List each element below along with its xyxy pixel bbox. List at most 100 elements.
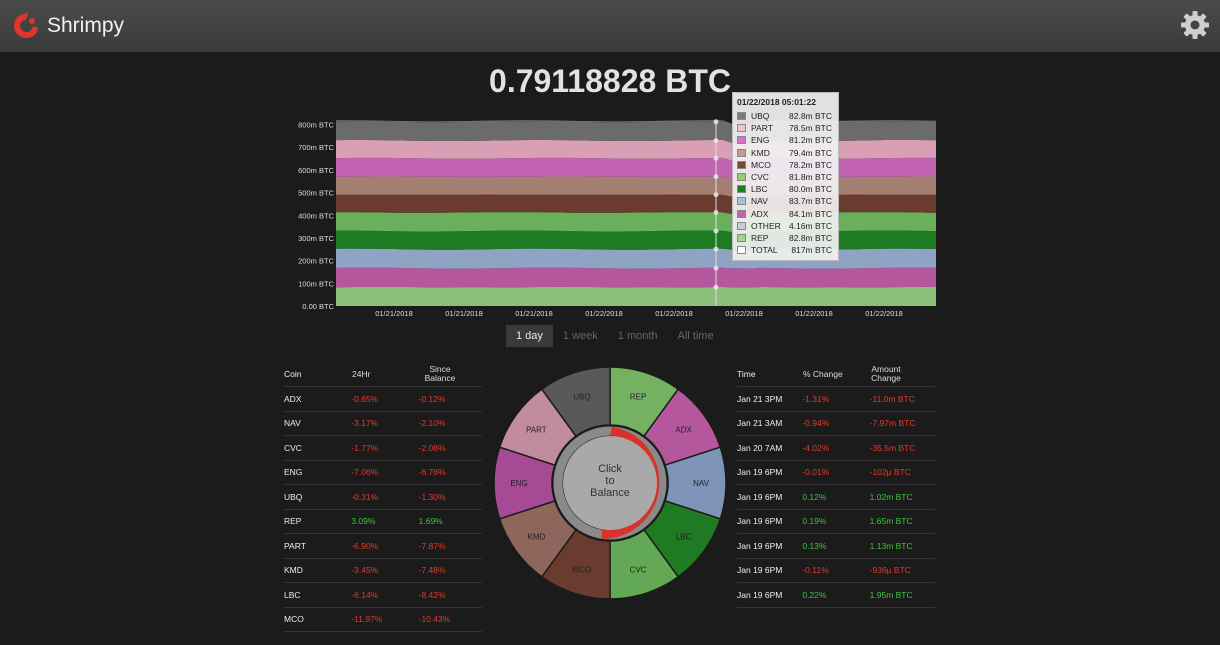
history-row[interactable]: Jan 19 6PM 0.19% 1.65m BTC — [737, 510, 935, 534]
coin-24hr-change: -3.17% — [351, 418, 379, 429]
history-row[interactable]: Jan 19 6PM 0.22% 1.95m BTC — [737, 583, 935, 608]
coin-row[interactable]: PART -6.90% -7.87% — [284, 534, 482, 559]
coin-row[interactable]: KMD -3.45% -7.48% — [284, 559, 482, 583]
hover-point — [713, 265, 719, 271]
coin-row[interactable]: UBQ -0.31% -1.30% — [284, 485, 482, 510]
history-row[interactable]: Jan 19 6PM 0.12% 1.02m BTC — [737, 485, 935, 510]
history-row[interactable]: Jan 21 3PM -1.31% -11.0m BTC — [737, 387, 935, 412]
tooltip-row: ADX 84.1m BTC — [733, 208, 838, 220]
history-amount-change: -7.97m BTC — [869, 418, 916, 429]
coin-row[interactable]: ADX -0.65% -0.12% — [284, 387, 482, 412]
header-time: Time — [737, 369, 756, 379]
area-series-nav[interactable] — [336, 248, 936, 269]
coin-since-balance-change: 1.69% — [418, 516, 443, 527]
chart-tooltip: 01/22/2018 05:01:22 UBQ 82.8m BTC PART 78.5… — [732, 92, 839, 261]
tab-1-month[interactable]: 1 month — [617, 330, 658, 342]
legend-swatch — [737, 197, 746, 206]
area-series-mco[interactable] — [336, 194, 936, 215]
history-row[interactable]: Jan 19 6PM 0.13% 1.13m BTC — [737, 534, 935, 559]
coin-symbol: CVC — [284, 442, 302, 453]
legend-swatch — [737, 209, 746, 218]
rebalance-button[interactable] — [563, 436, 657, 530]
donut-slice-label: PART — [526, 426, 547, 435]
history-row[interactable]: Jan 20 7AM -4.02% -35.5m BTC — [737, 436, 935, 461]
history-pct-change: 0.19% — [802, 516, 827, 527]
area-series-cvc[interactable] — [336, 212, 936, 233]
y-tick-label: 600m BTC — [298, 166, 334, 175]
coin-row[interactable]: ENG -7.06% -6.76% — [284, 461, 482, 485]
coin-row[interactable]: LBC -6.14% -8.42% — [284, 583, 482, 608]
area-series-eng[interactable] — [336, 157, 936, 179]
tooltip-series-value: 82.8m BTC — [789, 111, 832, 122]
hover-point — [713, 119, 719, 125]
app-title[interactable]: Shrimpy — [47, 14, 125, 37]
portfolio-area-chart[interactable]: 0.00 BTC 100m BTC 200m BTC 300m BTC 400m BTC… — [280, 108, 940, 323]
tab-all-time[interactable]: All time — [677, 330, 714, 342]
tooltip-series-name: ENG — [751, 135, 770, 146]
area-series-part[interactable] — [336, 139, 936, 161]
donut-slice-label: CVC — [630, 566, 647, 575]
coin-24hr-change: -0.31% — [351, 491, 379, 502]
tooltip-row: MCO 78.2m BTC — [733, 159, 838, 171]
history-pct-change: -1.31% — [802, 393, 830, 404]
history-pct-change: 0.13% — [802, 540, 827, 551]
tooltip-row: ENG 81.2m BTC — [733, 134, 838, 146]
header-24hr: 24Hr — [352, 369, 371, 379]
x-tick-label: 01/21/2018 — [375, 309, 413, 318]
tooltip-series-name: CVC — [751, 172, 769, 183]
coin-row[interactable]: REP 3.09% 1.69% — [284, 510, 482, 534]
history-amount-change: -936µ BTC — [869, 565, 911, 576]
coin-24hr-change: -1.77% — [351, 442, 379, 453]
tooltip-row: LBC 80.0m BTC — [733, 183, 838, 195]
donut-slice-label: MCO — [573, 566, 592, 575]
tooltip-series-name: NAV — [751, 196, 768, 207]
history-row[interactable]: Jan 19 6PM -0.01% -102µ BTC — [737, 461, 935, 485]
tooltip-series-value: 78.5m BTC — [789, 123, 832, 134]
shrimpy-logo-icon[interactable] — [12, 12, 40, 40]
coin-row[interactable]: CVC -1.77% -2.08% — [284, 436, 482, 461]
history-amount-change: -102µ BTC — [869, 467, 911, 478]
donut-slice-label: UBQ — [573, 392, 590, 401]
allocation-donut-chart[interactable]: REP ADX NAV LBC CVC MCO KMD ENG PART UBQ — [490, 363, 730, 603]
hover-point — [713, 209, 719, 215]
history-pct-change: -0.11% — [802, 565, 829, 576]
area-series-lbc[interactable] — [336, 230, 936, 251]
hover-point — [713, 284, 719, 290]
tooltip-series-name: UBQ — [751, 111, 770, 122]
donut-slice-ubq[interactable] — [540, 366, 611, 438]
donut-slice-label: ADX — [675, 426, 692, 435]
header-amount-change: Amount Change — [871, 364, 901, 383]
tooltip-row: TOTAL 817m BTC — [733, 244, 838, 256]
coin-since-balance-change: -1.30% — [418, 491, 446, 502]
coin-24hr-change: 3.09% — [351, 516, 376, 527]
area-series-kmd[interactable] — [336, 176, 936, 197]
legend-swatch — [737, 221, 746, 230]
coin-since-balance-change: -7.87% — [418, 540, 446, 551]
history-time: Jan 20 7AM — [737, 442, 783, 453]
area-series-ubq[interactable] — [336, 121, 936, 144]
history-pct-change: -0.94% — [802, 418, 830, 429]
hover-point — [713, 246, 719, 252]
history-time: Jan 19 6PM — [737, 565, 783, 576]
tooltip-series-value: 83.7m BTC — [789, 196, 832, 207]
area-series-rep[interactable] — [336, 286, 936, 306]
coin-24hr-change: -7.06% — [351, 467, 379, 478]
legend-swatch — [737, 246, 746, 255]
donut-slice-label: REP — [630, 392, 646, 401]
coin-since-balance-change: -2.08% — [418, 442, 446, 453]
history-row[interactable]: Jan 19 6PM -0.11% -936µ BTC — [737, 559, 935, 583]
tab-1-week[interactable]: 1 week — [562, 330, 598, 342]
tab-1-day[interactable]: 1 day — [506, 325, 553, 347]
coin-24hr-change: -3.45% — [351, 565, 379, 576]
history-amount-change: 1.02m BTC — [869, 491, 913, 502]
coin-row[interactable]: NAV -3.17% -2.10% — [284, 412, 482, 436]
donut-slice-label: LBC — [676, 532, 692, 541]
tooltip-row: NAV 83.7m BTC — [733, 195, 838, 207]
gear-icon[interactable] — [1180, 10, 1210, 40]
area-series-adx[interactable] — [336, 267, 936, 288]
tooltip-series-value: 78.2m BTC — [789, 159, 832, 170]
history-amount-change: -11.0m BTC — [869, 393, 915, 404]
coin-row[interactable]: MCO -11.97% -10.43% — [284, 608, 482, 632]
history-row[interactable]: Jan 21 3AM -0.94% -7.97m BTC — [737, 412, 935, 436]
history-amount-change: 1.95m BTC — [869, 589, 913, 600]
